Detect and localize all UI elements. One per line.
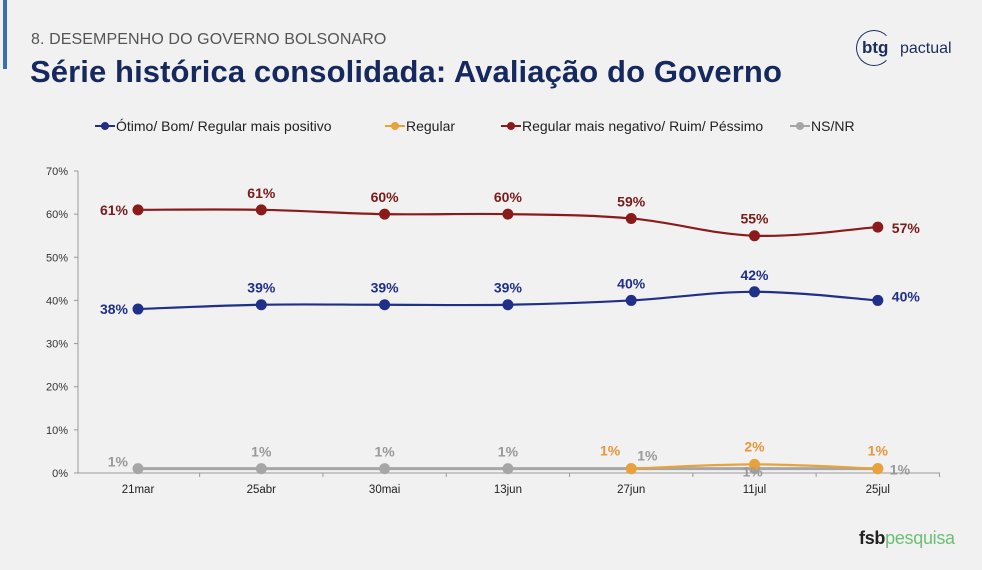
- data-point-negative: [872, 221, 884, 233]
- logo-btg-text: btg: [862, 38, 889, 57]
- data-point-regular: [749, 458, 760, 470]
- data-label-negative: 61%: [100, 202, 129, 218]
- x-tick-label: 13jun: [494, 484, 522, 496]
- x-tick-label: 30mai: [369, 484, 400, 496]
- data-point-regular: [625, 463, 637, 475]
- y-tick-label: 50%: [46, 252, 68, 264]
- data-label-regular: 1%: [868, 443, 889, 459]
- data-label-negative: 55%: [740, 211, 769, 227]
- data-label-nsnr: 1%: [498, 444, 519, 460]
- y-tick-label: 60%: [46, 209, 68, 221]
- data-point-regular: [872, 463, 884, 475]
- accent-bar: [3, 0, 7, 69]
- x-tick-label: 27jun: [617, 484, 645, 496]
- y-tick-label: 40%: [46, 295, 68, 307]
- data-point-nsnr: [502, 463, 514, 475]
- x-tick-label: 11jul: [743, 484, 766, 496]
- data-point-negative: [255, 204, 267, 216]
- x-tick-label: 25jul: [866, 484, 890, 496]
- y-tick-label: 10%: [46, 425, 68, 437]
- legend-item-nsnr: NS/NR: [790, 118, 855, 134]
- chart-axes: 0% 10% 20% 30% 40% 50% 60% 70% 21mar 25abr 30mai 13…: [46, 166, 940, 496]
- data-label-positive: 42%: [740, 267, 769, 283]
- data-label-nsnr: 1%: [637, 448, 658, 464]
- data-point-positive: [872, 294, 884, 306]
- data-label-negative: 61%: [247, 185, 276, 201]
- legend-marker-icon: [501, 121, 521, 131]
- data-point-positive: [255, 299, 267, 311]
- series-lines: [137, 208, 878, 471]
- legend-item-regular: Regular: [385, 118, 455, 134]
- data-label-regular: 2%: [744, 438, 765, 454]
- btg-pactual-logo: btg pactual: [856, 30, 956, 66]
- legend-marker-icon: [95, 121, 115, 131]
- data-label-positive: 39%: [494, 280, 523, 296]
- legend-item-positive: Ótimo/ Bom/ Regular mais positivo: [95, 118, 332, 134]
- legend-label: Ótimo/ Bom/ Regular mais positivo: [116, 118, 332, 134]
- legend-marker-icon: [385, 121, 405, 131]
- logo-pesquisa-text: pesquisa: [885, 528, 955, 548]
- data-label-nsnr: 1%: [374, 444, 395, 460]
- fsb-pesquisa-logo: fsbpesquisa: [859, 528, 955, 549]
- data-label-negative: 60%: [494, 189, 523, 205]
- data-point-positive: [132, 303, 144, 315]
- data-label-nsnr: 1%: [890, 462, 911, 478]
- y-tick-label: 30%: [46, 339, 68, 351]
- data-point-negative: [625, 212, 637, 224]
- x-tick-label: 21mar: [122, 484, 155, 496]
- data-label-negative: 59%: [617, 193, 646, 209]
- data-point-positive: [625, 294, 637, 306]
- page-title: Série histórica consolidada: Avaliação d…: [30, 54, 782, 89]
- series-points: [132, 204, 884, 475]
- data-label-nsnr: 1%: [743, 464, 764, 480]
- logo-ring-icon: [856, 30, 892, 66]
- data-label-nsnr: 1%: [108, 454, 129, 470]
- data-point-negative: [749, 230, 760, 242]
- data-point-nsnr: [379, 463, 391, 475]
- data-point-negative: [379, 208, 391, 220]
- data-labels: 1%1% 1% 1% 1%1% 1%1% 2% 1%38%39% 39% 39% 40%42%40…: [100, 185, 920, 480]
- y-tick-label: 70%: [46, 166, 68, 178]
- legend-marker-icon: [790, 121, 810, 131]
- data-point-positive: [749, 286, 760, 298]
- data-label-nsnr: 1%: [251, 444, 272, 460]
- data-point-positive: [379, 299, 391, 311]
- data-label-negative: 60%: [371, 189, 400, 205]
- y-tick-label: 0%: [52, 468, 68, 480]
- data-label-positive: 40%: [617, 275, 646, 291]
- legend-label: Regular mais negativo/ Ruim/ Péssimo: [522, 118, 764, 134]
- legend-item-negative: Regular mais negativo/ Ruim/ Péssimo: [501, 118, 763, 134]
- data-point-positive: [502, 299, 514, 311]
- data-label-positive: 39%: [371, 280, 400, 296]
- data-point-nsnr: [132, 463, 144, 475]
- data-label-negative: 57%: [892, 220, 921, 236]
- data-point-negative: [132, 204, 144, 216]
- data-label-positive: 40%: [892, 288, 921, 304]
- data-label-positive: 39%: [247, 280, 276, 296]
- data-point-negative: [502, 208, 514, 220]
- section-heading: 8. DESEMPENHO DO GOVERNO BOLSONARO: [31, 31, 387, 48]
- x-tick-label: 25abr: [247, 484, 277, 496]
- y-tick-label: 20%: [46, 382, 68, 394]
- data-label-regular: 1%: [600, 443, 621, 459]
- legend-label: NS/NR: [811, 118, 855, 134]
- logo-pactual-text: pactual: [900, 40, 952, 57]
- logo-fsb-text: fsb: [859, 528, 886, 548]
- data-label-positive: 38%: [100, 301, 129, 317]
- legend-label: Regular: [406, 118, 456, 134]
- data-point-nsnr: [255, 463, 267, 475]
